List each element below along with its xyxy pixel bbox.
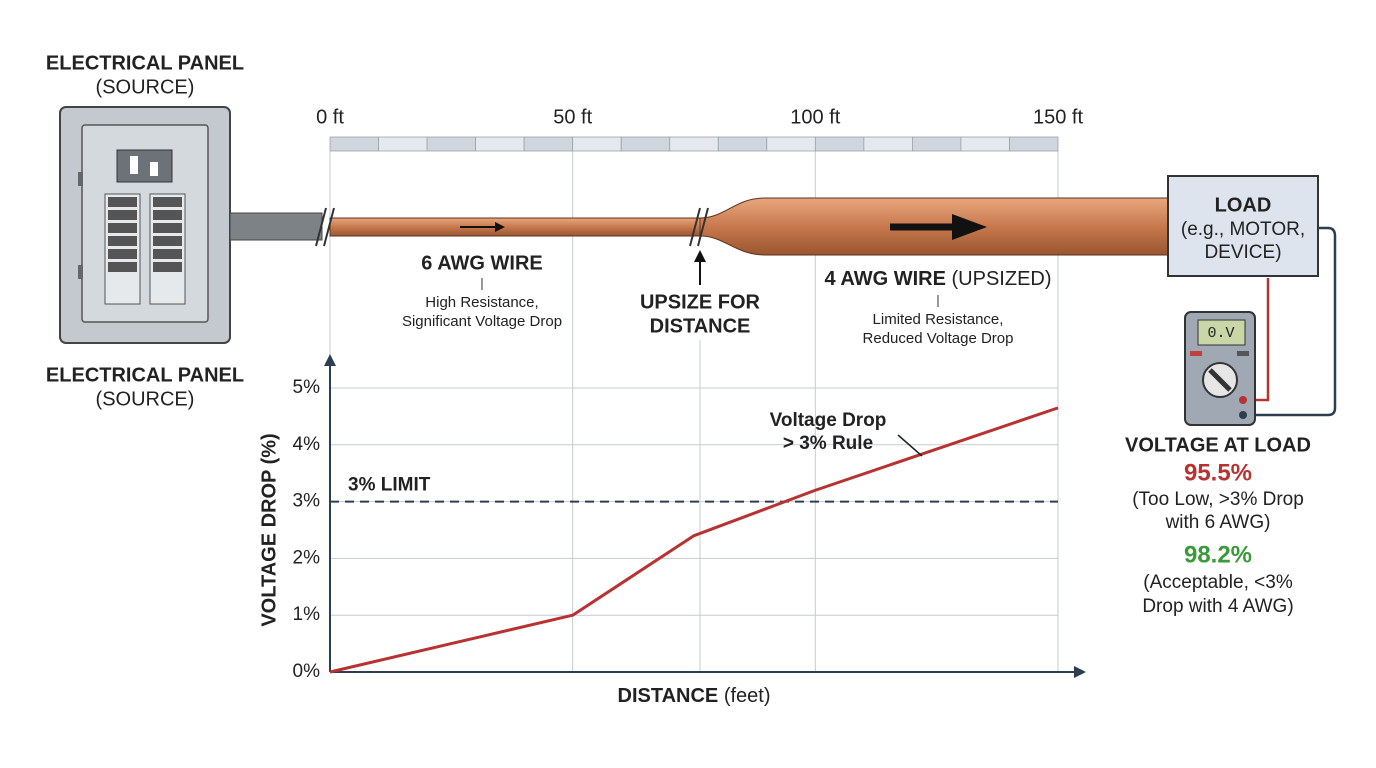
load-label: DEVICE) xyxy=(1204,242,1281,263)
voltage-note: with 6 AWG) xyxy=(1165,512,1271,533)
ruler-cell xyxy=(1009,136,1059,152)
panel-subtitle: (SOURCE) xyxy=(96,76,195,98)
upsize-arrow xyxy=(694,250,706,262)
upsize-label: DISTANCE xyxy=(650,315,751,337)
y-tick-label: 2% xyxy=(293,547,321,568)
wire xyxy=(229,197,1169,256)
panel-subtitle: (SOURCE) xyxy=(96,388,195,410)
x-axis-arrow xyxy=(1074,666,1086,678)
x-tick-label: 50 ft xyxy=(553,106,592,128)
wire-label: 4 AWG WIRE (UPSIZED) xyxy=(824,268,1051,290)
ruler-cell xyxy=(814,136,865,152)
y-tick-label: 3% xyxy=(293,491,321,512)
meter-display: 0.V xyxy=(1207,325,1234,342)
wire-note: Limited Resistance, xyxy=(873,311,1004,328)
ruler-cell xyxy=(912,136,962,152)
y-tick-label: 1% xyxy=(293,604,321,625)
x-tick-label: 100 ft xyxy=(790,106,840,128)
panel-title: ELECTRICAL PANEL xyxy=(46,52,244,74)
wire-note: Reduced Voltage Drop xyxy=(863,330,1014,347)
ruler-cell xyxy=(620,136,671,152)
annotation: Voltage Drop xyxy=(770,410,887,431)
ruler-cell xyxy=(960,136,1010,152)
ruler-cell xyxy=(669,136,719,152)
upsize-label: UPSIZE FOR xyxy=(640,291,761,313)
x-tick-label: 150 ft xyxy=(1033,106,1083,128)
annotation-leader xyxy=(897,434,923,457)
panel-title: ELECTRICAL PANEL xyxy=(46,364,244,386)
ruler-cell xyxy=(766,136,816,152)
ruler-cell xyxy=(523,136,574,152)
voltage-low: 95.5% xyxy=(1184,459,1252,486)
voltage-note: (Acceptable, <3% xyxy=(1143,572,1293,593)
x-axis-title-main: DISTANCE xyxy=(618,685,719,707)
x-axis-title: DISTANCE (feet) xyxy=(618,685,771,707)
ruler-cell xyxy=(329,136,379,152)
load-label: (e.g., MOTOR, xyxy=(1181,219,1305,240)
y-axis-arrow xyxy=(324,354,336,366)
voltage-note: (Too Low, >3% Drop xyxy=(1132,489,1304,510)
wire-note: High Resistance, xyxy=(425,294,538,311)
voltage-note: Drop with 4 AWG) xyxy=(1142,596,1293,617)
load-box xyxy=(1167,175,1319,277)
x-tick-label: 0 ft xyxy=(316,106,344,128)
ruler-cell xyxy=(863,136,913,152)
ruler-cell xyxy=(475,136,525,152)
threshold-label: 3% LIMIT xyxy=(348,475,431,496)
data-line xyxy=(329,406,1059,674)
y-tick-label: 0% xyxy=(293,661,321,682)
ruler-cell xyxy=(717,136,768,152)
ruler-cell xyxy=(426,136,477,152)
x-axis-title-unit: (feet) xyxy=(724,685,771,707)
wire-label-title: 4 AWG WIRE xyxy=(824,268,945,290)
ruler-cell xyxy=(378,136,428,152)
load-label: LOAD xyxy=(1215,194,1272,216)
y-tick-label: 4% xyxy=(293,434,321,455)
annotation: > 3% Rule xyxy=(783,433,873,454)
voltage-ok: 98.2% xyxy=(1184,541,1252,568)
y-axis-title: VOLTAGE DROP (%) xyxy=(258,433,280,626)
voltage-title: VOLTAGE AT LOAD xyxy=(1125,434,1311,456)
ruler-cell xyxy=(572,136,622,152)
y-tick-label: 5% xyxy=(293,377,321,398)
multimeter xyxy=(1184,311,1256,426)
wire-label: 6 AWG WIRE xyxy=(421,252,542,274)
electrical-panel xyxy=(59,106,231,344)
wire-label-note: (UPSIZED) xyxy=(952,268,1052,290)
probe-wire xyxy=(1243,226,1337,417)
wire-note: Significant Voltage Drop xyxy=(402,313,562,330)
